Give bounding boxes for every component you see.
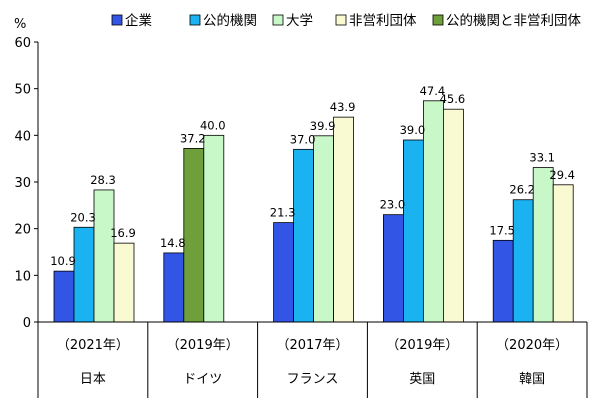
y-tick-label: 40 xyxy=(14,129,31,144)
bar xyxy=(73,226,95,323)
legend: 企業 公的機関 大学 非営利団体 公的機関と非営利団体 xyxy=(111,12,581,29)
bar-value-labels: 10.9 20.3 28.3 16.9 14.8 37.240.0 21.3 37.039.9… xyxy=(50,84,575,268)
bar-value-label: 33.1 xyxy=(529,151,555,165)
bar xyxy=(113,242,135,323)
legend-swatch xyxy=(189,14,201,26)
legend-label: 大学 xyxy=(286,13,313,29)
bar xyxy=(512,199,534,323)
legend-item: 公的機関と非営利団体 xyxy=(432,13,581,29)
x-axis: （2021年） 日本 （2019年） ドイツ （2017年） フランス （2019年） 英国 （… xyxy=(37,321,588,398)
category-country-label: 韓国 xyxy=(519,372,545,387)
bar xyxy=(313,135,335,323)
bar xyxy=(402,139,424,323)
bar xyxy=(333,116,355,323)
bar-value-label: 39.0 xyxy=(400,123,426,137)
bar-value-label: 20.3 xyxy=(70,210,96,224)
bar xyxy=(203,134,225,323)
bar-value-label: 37.2 xyxy=(180,131,206,145)
bar xyxy=(442,108,464,323)
y-tick-label: 30 xyxy=(14,176,31,191)
legend-swatch xyxy=(111,14,123,26)
bar xyxy=(422,100,444,323)
bar xyxy=(382,214,404,323)
category-year-label: （2020年） xyxy=(496,338,568,353)
bar-value-label: 43.9 xyxy=(330,100,356,114)
y-tick-label: 10 xyxy=(14,269,31,284)
legend-swatch xyxy=(335,14,347,26)
bar-value-label: 45.6 xyxy=(440,92,466,106)
legend-label: 非営利団体 xyxy=(349,13,417,29)
bar xyxy=(53,270,75,323)
bar xyxy=(532,167,554,323)
bar xyxy=(273,222,295,323)
bar-value-label: 47.4 xyxy=(420,84,446,98)
y-tick-label: 50 xyxy=(14,83,31,98)
bar-value-label: 40.0 xyxy=(200,118,226,132)
bar-value-label: 14.8 xyxy=(160,236,186,250)
legend-label: 企業 xyxy=(125,12,152,29)
category-year-label: （2017年） xyxy=(276,338,348,353)
category-country-label: 英国 xyxy=(409,372,435,387)
category-year-label: （2021年） xyxy=(57,338,129,353)
legend-label: 公的機関と非営利団体 xyxy=(446,13,581,29)
bar-value-label: 26.2 xyxy=(509,183,535,197)
y-tick-label: 60 xyxy=(14,36,31,51)
legend-item: 非営利団体 xyxy=(335,13,417,29)
category-year-label: （2019年） xyxy=(386,338,458,353)
bar xyxy=(552,184,574,323)
y-tick-label: 0 xyxy=(23,316,31,331)
legend-swatch xyxy=(432,14,444,26)
category-country-label: 日本 xyxy=(80,372,106,387)
y-axis: 0 10 20 30 40 50 60 xyxy=(14,36,39,331)
bar xyxy=(492,239,514,323)
bar xyxy=(293,148,315,323)
legend-item: 企業 xyxy=(111,12,152,29)
legend-item: 公的機関 xyxy=(189,13,257,29)
legend-swatch xyxy=(272,14,284,26)
bar-value-label: 37.0 xyxy=(290,132,316,146)
legend-item: 大学 xyxy=(272,13,313,29)
category-country-label: フランス xyxy=(287,372,339,387)
bar xyxy=(163,252,185,323)
bar xyxy=(93,189,115,323)
bar-value-label: 23.0 xyxy=(380,198,406,212)
category-country-label: ドイツ xyxy=(183,372,222,387)
bar-value-label: 28.3 xyxy=(90,173,116,187)
y-tick-label: 20 xyxy=(14,223,31,238)
y-unit-label: % xyxy=(14,17,26,32)
bar xyxy=(183,147,205,323)
bar-value-label: 16.9 xyxy=(110,226,136,240)
bar-value-label: 39.9 xyxy=(310,119,336,133)
bar-value-label: 17.5 xyxy=(489,223,515,237)
bar-value-label: 21.3 xyxy=(270,206,296,220)
bar-value-label: 29.4 xyxy=(549,168,575,182)
category-year-label: （2019年） xyxy=(167,338,239,353)
legend-label: 公的機関 xyxy=(203,13,257,29)
bar-value-label: 10.9 xyxy=(50,254,76,268)
